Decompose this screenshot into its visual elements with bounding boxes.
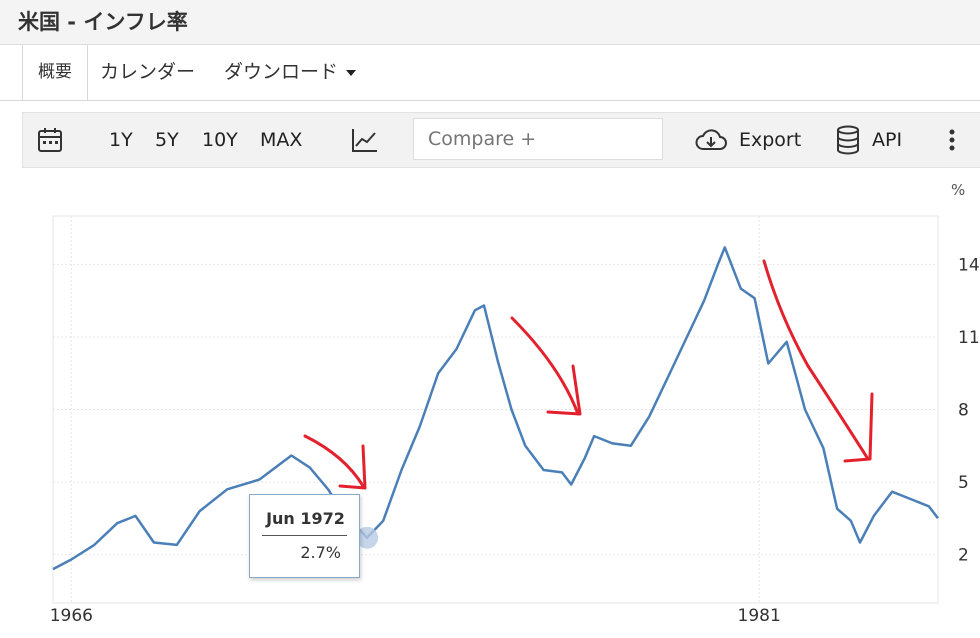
range-max-button[interactable]: MAX — [260, 129, 303, 151]
tab-overview[interactable]: 概要 — [22, 45, 88, 100]
tooltip-value: 2.7% — [300, 543, 341, 562]
y-tick-label: 8 — [958, 401, 969, 421]
arrow-head — [546, 364, 582, 416]
chart-grid — [52, 215, 939, 604]
range-5y-button[interactable]: 5Y — [155, 129, 179, 151]
y-tick-label: 2 — [958, 546, 969, 566]
annotation-arrow — [762, 259, 810, 368]
y-tick-label: 14 — [958, 255, 980, 275]
api-button[interactable]: API — [872, 129, 903, 151]
calendar-icon[interactable] — [37, 127, 63, 153]
x-tick-label: 1966 — [50, 606, 93, 626]
export-button[interactable]: Export — [739, 129, 802, 151]
annotation-arrow — [303, 434, 365, 488]
database-icon[interactable] — [835, 125, 861, 155]
annotation-arrow — [806, 364, 870, 461]
page-title: 米国 - インフレ率 — [18, 10, 188, 34]
y-unit-label: % — [951, 181, 965, 199]
title-bar: 米国 - インフレ率 — [0, 0, 980, 45]
cloud-download-icon[interactable] — [694, 127, 728, 153]
hover-marker — [356, 526, 379, 549]
tab-download[interactable]: ダウンロード — [224, 45, 357, 100]
x-tick-label: 1981 — [738, 606, 781, 626]
tick-labels: 2 5 8 11 14% 1966 1981 — [50, 181, 980, 626]
chart-toolbar: 1Y 5Y 10Y MAX Export API — [22, 112, 980, 168]
y-tick-label: 11 — [958, 328, 980, 348]
more-vertical-icon[interactable] — [948, 128, 956, 152]
tab-bar: 概要 カレンダー ダウンロード — [0, 45, 980, 101]
chevron-down-icon — [346, 69, 357, 76]
line-chart-icon[interactable] — [351, 127, 379, 153]
inflation-line-chart: 2 5 8 11 14% 1966 1981 — [50, 181, 980, 626]
y-tick-label: 5 — [958, 473, 969, 493]
data-tooltip: Jun 1972 2.7% — [249, 494, 360, 578]
tooltip-date: Jun 1972 — [266, 509, 345, 528]
arrow-head — [843, 392, 874, 463]
chart-area: 2 5 8 11 14% 1966 1981 — [0, 166, 980, 634]
annotation-arrows — [303, 259, 874, 490]
tab-calendar[interactable]: カレンダー — [100, 61, 196, 83]
tooltip-divider — [262, 535, 347, 536]
tab-download-label: ダウンロード — [224, 61, 339, 83]
series-line — [52, 246, 939, 571]
annotation-arrow — [510, 316, 580, 416]
range-1y-button[interactable]: 1Y — [109, 129, 133, 151]
range-10y-button[interactable]: 10Y — [202, 129, 238, 151]
arrow-head — [338, 444, 367, 490]
compare-input[interactable] — [413, 118, 663, 160]
